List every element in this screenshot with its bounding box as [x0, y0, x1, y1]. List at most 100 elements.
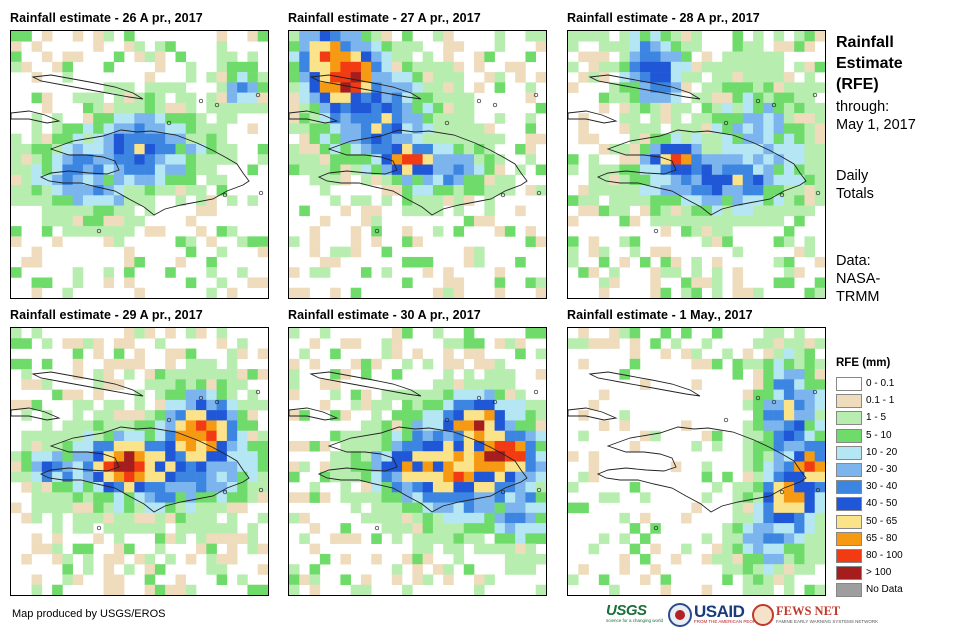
rainfall-cell: [113, 379, 125, 390]
rainfall-cell: [52, 143, 63, 155]
rainfall-cell: [763, 102, 774, 114]
rainfall-cell: [494, 226, 506, 237]
rainfall-cell: [52, 205, 63, 217]
rainfall-cell: [31, 574, 43, 586]
rainfall-cell: [515, 492, 526, 503]
rainfall-cell: [711, 358, 723, 370]
rainfall-cell: [515, 523, 526, 534]
rainfall-cell: [474, 338, 485, 349]
rainfall-cell: [598, 338, 610, 349]
legend-label: 80 - 100: [866, 549, 903, 561]
rainfall-cell: [525, 564, 537, 575]
rainfall-cell: [474, 482, 485, 493]
rainfall-cell: [41, 92, 53, 104]
rainfall-cell: [402, 502, 413, 514]
rainfall-cell: [629, 143, 641, 155]
rainfall-cell: [443, 113, 454, 124]
rainfall-cell: [711, 205, 723, 217]
rainfall-cell: [165, 102, 176, 114]
rainfall-cell: [763, 185, 774, 196]
rainfall-cell: [93, 215, 104, 227]
rainfall-cell: [639, 205, 651, 217]
rainfall-cell: [412, 143, 423, 155]
rainfall-cell: [578, 267, 589, 278]
rainfall-cell: [422, 102, 434, 114]
rainfall-cell: [773, 256, 785, 268]
rainfall-cell: [103, 82, 115, 93]
legend-title: RFE (mm): [836, 357, 891, 369]
rainfall-cell: [742, 154, 754, 165]
rainfall-cell: [504, 543, 516, 555]
rainfall-cell: [814, 471, 825, 483]
rainfall-cell: [494, 482, 506, 493]
rainfall-cell: [753, 113, 764, 124]
rainfall-cell: [402, 523, 413, 534]
rainfall-cell: [350, 61, 362, 73]
rainfall-cell: [360, 164, 372, 176]
rainfall-cell: [113, 533, 125, 544]
rainfall-cell: [391, 410, 403, 421]
rainfall-cell: [289, 369, 300, 380]
rainfall-cell: [804, 523, 816, 534]
rainfall-cell: [72, 267, 84, 278]
rainfall-cell: [443, 482, 454, 493]
rainfall-cell: [185, 420, 197, 431]
rainfall-cell: [701, 61, 713, 73]
rainfall-cell: [763, 512, 774, 524]
rainfall-cell: [412, 440, 423, 452]
rainfall-cell: [381, 154, 393, 165]
rainfall-cell: [319, 41, 331, 52]
rainfall-cell: [154, 226, 166, 237]
rainfall-cell: [443, 492, 454, 503]
rainfall-cell: [619, 420, 630, 431]
rainfall-cell: [31, 451, 43, 462]
rainfall-cell: [763, 543, 774, 555]
rainfall-cell: [670, 256, 682, 268]
rainfall-cell: [443, 451, 454, 462]
rainfall-cell: [783, 420, 795, 431]
rainfall-cell: [289, 123, 300, 134]
rainfall-cell: [72, 420, 84, 431]
rainfall-cell: [598, 533, 610, 544]
rainfall-cell: [113, 492, 125, 503]
rainfall-cell: [753, 154, 764, 165]
rainfall-cell: [515, 502, 526, 514]
rainfall-cell: [422, 61, 434, 73]
rainfall-cell: [484, 185, 495, 196]
rainfall-cell: [742, 399, 754, 411]
rainfall-cell: [319, 267, 331, 278]
rainfall-cell: [134, 123, 145, 134]
rainfall-cell: [350, 143, 362, 155]
rainfall-cell: [82, 543, 94, 555]
rainfall-cell: [722, 51, 733, 63]
rainfall-cell: [681, 102, 692, 114]
rainfall-cell: [319, 328, 331, 339]
rainfall-cell: [783, 277, 795, 289]
rainfall-cell: [391, 185, 403, 196]
rainfall-cell: [226, 461, 238, 473]
rainfall-cell: [650, 102, 661, 114]
rainfall-cell: [763, 133, 774, 145]
rainfall-cell: [350, 358, 362, 370]
rainfall-cell: [619, 256, 630, 268]
rainfall-cell: [494, 461, 506, 473]
rainfall-cell: [113, 338, 125, 349]
rainfall-cell: [443, 430, 454, 442]
rainfall-cell: [412, 451, 423, 462]
rainfall-map-3: [567, 30, 826, 299]
rainfall-cell: [93, 533, 104, 544]
rainfall-cell: [463, 164, 475, 176]
rainfall-cell: [216, 369, 228, 380]
rainfall-cell: [494, 399, 506, 411]
rainfall-cell: [742, 533, 754, 544]
coastline: [317, 426, 528, 513]
rainfall-cell: [165, 512, 176, 524]
rainfall-cell: [525, 123, 537, 134]
rainfall-cell: [443, 512, 454, 524]
rainfall-cell: [794, 154, 805, 165]
rainfall-cell: [185, 133, 197, 145]
rainfall-cell: [578, 195, 589, 206]
rainfall-cell: [525, 471, 537, 483]
rainfall-cell: [11, 154, 22, 165]
rainfall-cell: [701, 358, 713, 370]
